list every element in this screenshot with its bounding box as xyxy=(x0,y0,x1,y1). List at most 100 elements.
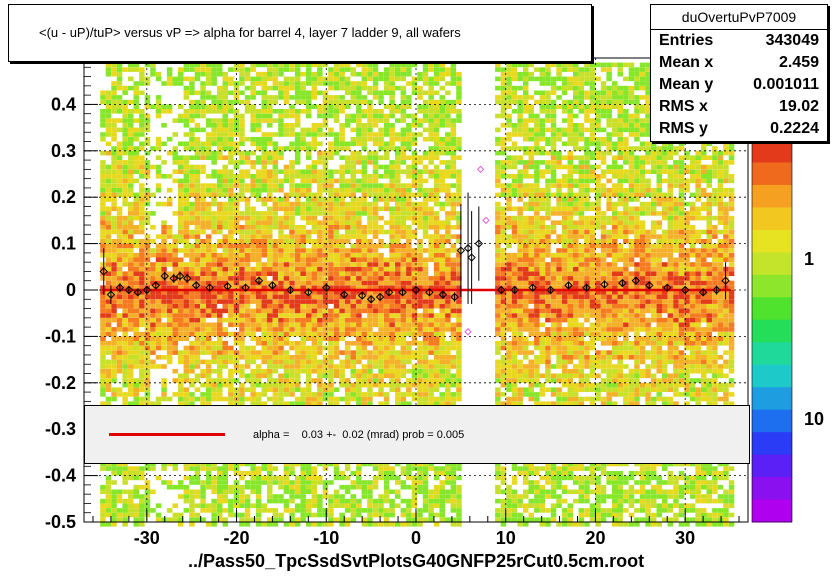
heatmap-cell xyxy=(339,271,345,276)
heatmap-cell xyxy=(439,141,445,147)
heatmap-cell xyxy=(150,211,156,216)
heatmap-cell xyxy=(116,234,123,239)
heatmap-cell xyxy=(356,90,362,96)
heatmap-cell xyxy=(417,211,423,216)
heatmap-cell xyxy=(217,387,223,392)
heatmap-cell xyxy=(205,522,212,527)
heatmap-cell xyxy=(194,109,201,114)
heatmap-cell xyxy=(383,290,390,295)
heatmap-cell xyxy=(233,350,240,355)
heatmap-cell xyxy=(172,271,178,276)
heatmap-cell xyxy=(161,252,167,258)
heatmap-cell xyxy=(383,257,390,263)
heatmap-cell xyxy=(306,201,312,207)
heatmap-cell xyxy=(333,494,340,499)
heatmap-cell xyxy=(361,382,368,388)
heatmap-cell xyxy=(211,109,217,114)
heatmap-cell xyxy=(283,192,290,198)
heatmap-cell xyxy=(367,317,373,323)
heatmap-cell xyxy=(372,313,379,318)
heatmap-cell xyxy=(328,461,334,467)
heatmap-cell xyxy=(255,294,262,300)
heatmap-cell xyxy=(389,81,395,86)
heatmap-cell xyxy=(339,239,345,244)
heatmap-cell xyxy=(144,489,151,495)
heatmap-cell xyxy=(411,466,418,471)
heatmap-cell xyxy=(433,225,440,230)
heatmap-cell xyxy=(178,113,184,119)
heatmap-cell xyxy=(433,373,440,379)
heatmap-cell xyxy=(217,136,223,142)
heatmap-cell xyxy=(439,382,445,388)
heatmap-cell xyxy=(139,225,145,230)
heatmap-cell xyxy=(150,262,156,267)
heatmap-cell xyxy=(361,229,368,235)
heatmap-cell xyxy=(122,187,128,193)
heatmap-cell xyxy=(194,62,201,68)
heatmap-cell xyxy=(128,174,134,179)
heatmap-cell xyxy=(133,257,139,263)
heatmap-cell xyxy=(439,345,445,351)
heatmap-cell xyxy=(261,248,267,253)
heatmap-cell xyxy=(445,197,451,202)
heatmap-cell xyxy=(239,127,245,133)
heatmap-cell xyxy=(128,345,134,351)
heatmap-cell xyxy=(244,169,251,174)
heatmap-cell xyxy=(322,392,329,397)
heatmap-cell xyxy=(239,215,245,221)
heatmap-cell xyxy=(300,266,306,272)
heatmap-cell xyxy=(200,382,206,388)
heatmap-cell xyxy=(233,109,240,114)
heatmap-cell xyxy=(111,67,117,72)
heatmap-cell xyxy=(378,206,384,212)
heatmap-cell xyxy=(389,355,395,360)
heatmap-cell xyxy=(378,183,384,188)
heatmap-cell xyxy=(411,174,418,179)
heatmap-cell xyxy=(300,345,306,351)
heatmap-cell xyxy=(378,494,384,499)
heatmap-cell xyxy=(122,336,128,341)
heatmap-cell xyxy=(383,201,390,207)
heatmap-cell xyxy=(389,252,395,258)
heatmap-cell xyxy=(100,201,106,207)
heatmap-cell xyxy=(250,350,256,355)
heatmap-cell xyxy=(445,183,451,188)
heatmap-cell xyxy=(389,308,395,314)
heatmap-cell xyxy=(244,387,251,392)
heatmap-cell xyxy=(139,512,145,518)
heatmap-cell xyxy=(328,174,334,179)
heatmap-cell xyxy=(383,517,390,522)
heatmap-cell xyxy=(272,355,279,360)
heatmap-cell xyxy=(422,350,429,355)
heatmap-cell xyxy=(128,243,134,249)
heatmap-cell xyxy=(166,136,173,142)
heatmap-cell xyxy=(400,271,407,276)
heatmap-cell xyxy=(205,215,212,221)
heatmap-cell xyxy=(428,197,434,202)
heatmap-cell xyxy=(383,484,390,490)
heatmap-cell xyxy=(250,239,256,244)
heatmap-cell xyxy=(155,313,162,318)
heatmap-cell xyxy=(122,373,128,379)
heatmap-cell xyxy=(372,220,379,225)
heatmap-cell xyxy=(133,127,139,133)
heatmap-cell xyxy=(417,178,423,184)
heatmap-cell xyxy=(389,62,395,68)
heatmap-cell xyxy=(350,317,356,323)
heatmap-cell xyxy=(289,331,295,337)
heatmap-cell xyxy=(161,225,167,230)
heatmap-cell xyxy=(344,285,351,290)
heatmap-cell xyxy=(233,368,240,374)
heatmap-cell xyxy=(417,517,423,522)
heatmap-cell xyxy=(205,294,212,300)
heatmap-cell xyxy=(428,113,434,119)
heatmap-cell xyxy=(205,62,212,68)
heatmap-cell xyxy=(294,341,301,346)
heatmap-cell xyxy=(328,206,334,212)
heatmap-cell xyxy=(244,85,251,91)
heatmap-cell xyxy=(178,141,184,147)
heatmap-cell xyxy=(333,229,340,235)
heatmap-cell xyxy=(306,392,312,397)
heatmap-cell xyxy=(289,95,295,100)
heatmap-cell xyxy=(105,109,112,114)
